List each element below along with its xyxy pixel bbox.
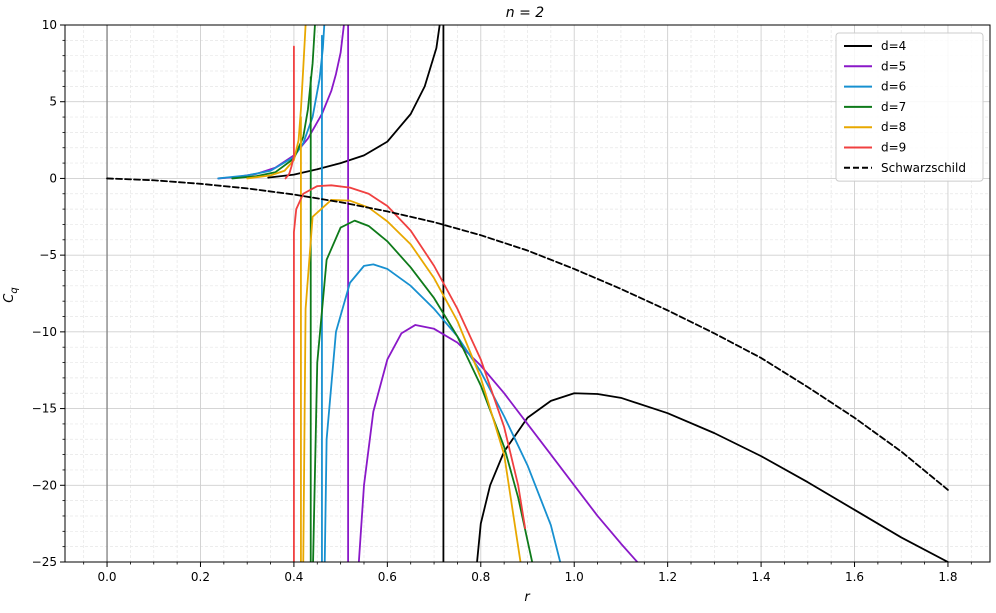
y-tick-label: 10 (42, 18, 57, 32)
x-tick-label: 0.4 (284, 570, 303, 584)
legend-label: d=5 (881, 59, 906, 73)
ticks: 0.0 0.2 0.4 0.6 0.8 1.0 1.2 1.4 1.6 1.8 10 5 0 −5 −10 −… (32, 18, 972, 584)
series-d-7-segment-0 (231, 25, 316, 180)
series-d-8-segment-2 (302, 199, 522, 562)
y-tick-label: 0 (49, 171, 57, 185)
y-tick-label: −5 (39, 248, 57, 262)
series-group (106, 25, 949, 562)
x-tick-label: 1.4 (752, 570, 771, 584)
legend-label: Schwarzschild (881, 161, 966, 175)
y-tick-label: −20 (32, 478, 57, 492)
x-tick-label: 0.6 (378, 570, 397, 584)
chart-title: n = 2 (506, 5, 545, 21)
series-d-4-segment-0 (267, 25, 441, 179)
legend-label: d=7 (881, 100, 906, 114)
x-tick-label: 0.8 (471, 570, 490, 584)
legend-label: d=8 (881, 120, 906, 134)
legend-label: d=6 (881, 80, 906, 94)
legend-label: d=4 (881, 39, 906, 53)
x-tick-label: 1.8 (938, 570, 957, 584)
series-d-8-segment-0 (246, 25, 307, 180)
series-schwarzschild-segment-0 (106, 177, 949, 491)
series-d-6-segment-2 (323, 263, 562, 562)
legend-box (835, 32, 984, 182)
legend: d=4 d=5 d=6 d=7 d=8 d=9 Schwarzschild (835, 32, 984, 182)
series-d-4-segment-1 (476, 392, 949, 562)
x-tick-label: 1.2 (658, 570, 677, 584)
x-axis-label: r (524, 590, 531, 605)
y-tick-label: −10 (32, 325, 57, 339)
series-d-7-segment-2 (312, 219, 534, 562)
x-tick-label: 0.2 (191, 570, 210, 584)
legend-label: d=9 (881, 141, 906, 155)
grid (65, 24, 990, 563)
series-d-9-segment-2 (293, 184, 527, 562)
x-tick-label: 1.0 (565, 570, 584, 584)
y-tick-label: −25 (32, 555, 57, 569)
series-d-9-segment-0 (284, 154, 295, 180)
y-axis-label: Cq (2, 287, 20, 302)
y-tick-label: 5 (49, 95, 57, 109)
x-tick-label: 1.6 (845, 570, 864, 584)
y-tick-label: −15 (32, 402, 57, 416)
x-tick-label: 0.0 (97, 570, 116, 584)
series-layer (106, 25, 949, 562)
y-axis-label-text: Cq (2, 287, 20, 302)
